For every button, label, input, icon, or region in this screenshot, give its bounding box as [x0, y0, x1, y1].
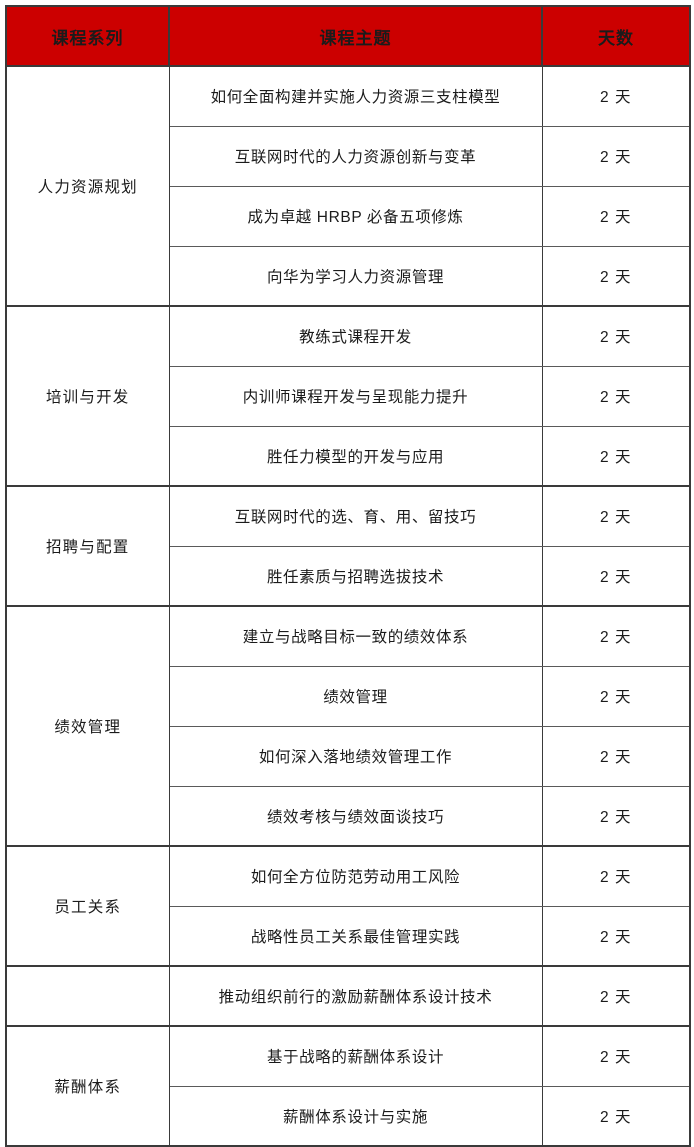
- course-series-cell: 绩效管理: [5, 605, 170, 847]
- course-series-cell: 招聘与配置: [5, 485, 170, 607]
- course-days-cell: 2 天: [541, 305, 691, 367]
- table-row: 薪酬体系 基于战略的薪酬体系设计 2 天: [5, 1025, 691, 1147]
- course-topic-cell: 胜任素质与招聘选拔技术: [168, 545, 543, 607]
- course-topic-cell: 战略性员工关系最佳管理实践: [168, 905, 543, 967]
- course-topic-cell: 绩效管理: [168, 665, 543, 727]
- course-topic-cell: 基于战略的薪酬体系设计: [168, 1025, 543, 1087]
- course-days-cell: 2 天: [541, 965, 691, 1027]
- table-row: 绩效管理 2 天: [6, 665, 691, 727]
- table-row: 内训师课程开发与呈现能力提升 2 天: [6, 365, 691, 427]
- course-topic-cell: 建立与战略目标一致的绩效体系: [168, 605, 543, 667]
- course-days-cell: 2 天: [541, 845, 691, 907]
- table-header-row: 课程系列 课程主题 天数: [5, 5, 691, 67]
- course-days-cell: 2 天: [541, 785, 691, 847]
- course-catalog-table: 课程系列 课程主题 天数 人力资源规划 如何全面构建并实施人力资源三支柱模型 2 天…: [5, 5, 691, 1147]
- course-topic-cell: 互联网时代的选、育、用、留技巧: [168, 485, 543, 547]
- course-series-cell: 培训与开发: [5, 305, 170, 487]
- column-header-topic: 课程主题: [168, 5, 543, 67]
- course-days-cell: 2 天: [541, 485, 691, 547]
- course-topic-cell: 成为卓越 HRBP 必备五项修炼: [168, 185, 543, 247]
- course-days-cell: 2 天: [541, 245, 691, 307]
- table-body: 人力资源规划 如何全面构建并实施人力资源三支柱模型 2 天互联网时代的人力资源创新与…: [5, 65, 691, 1147]
- course-topic-cell: 如何深入落地绩效管理工作: [168, 725, 543, 787]
- course-topic-cell: 向华为学习人力资源管理: [168, 245, 543, 307]
- course-days-cell: 2 天: [541, 185, 691, 247]
- course-days-cell: 2 天: [541, 545, 691, 607]
- course-topic-cell: 绩效考核与绩效面谈技巧: [168, 785, 543, 847]
- table-row: 推动组织前行的激励薪酬体系设计技术 2 天: [5, 965, 691, 1027]
- course-days-cell: 2 天: [541, 425, 691, 487]
- column-header-series: 课程系列: [5, 5, 170, 67]
- table-row: 胜任力模型的开发与应用 2 天: [6, 425, 691, 487]
- course-topic-cell: 如何全面构建并实施人力资源三支柱模型: [168, 65, 543, 127]
- table-row: 向华为学习人力资源管理 2 天: [6, 245, 691, 307]
- course-topic-cell: 胜任力模型的开发与应用: [168, 425, 543, 487]
- column-header-days: 天数: [541, 5, 691, 67]
- table-row: 互联网时代的人力资源创新与变革 2 天: [6, 125, 691, 187]
- table-row: 战略性员工关系最佳管理实践 2 天: [6, 905, 691, 967]
- table-header: 课程系列 课程主题 天数: [5, 5, 691, 67]
- course-days-cell: 2 天: [541, 725, 691, 787]
- course-topic-cell: 如何全方位防范劳动用工风险: [168, 845, 543, 907]
- course-topic-cell: 互联网时代的人力资源创新与变革: [168, 125, 543, 187]
- course-topic-cell: 薪酬体系设计与实施: [168, 1085, 543, 1147]
- table-row: 培训与开发 教练式课程开发 2 天: [5, 305, 691, 487]
- table-row: 人力资源规划 如何全面构建并实施人力资源三支柱模型 2 天: [5, 65, 691, 307]
- course-series-cell: 薪酬体系: [5, 1025, 170, 1147]
- course-days-cell: 2 天: [541, 1025, 691, 1087]
- table-row: 绩效管理 建立与战略目标一致的绩效体系 2 天: [5, 605, 691, 847]
- course-topic-cell: 内训师课程开发与呈现能力提升: [168, 365, 543, 427]
- course-topic-cell: 推动组织前行的激励薪酬体系设计技术: [168, 965, 543, 1027]
- course-days-cell: 2 天: [541, 905, 691, 967]
- course-topic-cell: 教练式课程开发: [168, 305, 543, 367]
- course-days-cell: 2 天: [541, 1085, 691, 1147]
- course-days-cell: 2 天: [541, 125, 691, 187]
- table-row: 招聘与配置 互联网时代的选、育、用、留技巧 2 天: [5, 485, 691, 607]
- table-row: 如何深入落地绩效管理工作 2 天: [6, 725, 691, 787]
- course-days-cell: 2 天: [541, 605, 691, 667]
- table-row: 胜任素质与招聘选拔技术 2 天: [6, 545, 691, 607]
- course-days-cell: 2 天: [541, 365, 691, 427]
- course-series-cell: 员工关系: [5, 845, 170, 967]
- course-series-cell: 人力资源规划: [5, 65, 170, 307]
- table-row: 员工关系 如何全方位防范劳动用工风险 2 天: [5, 845, 691, 967]
- course-days-cell: 2 天: [541, 65, 691, 127]
- course-series-cell: [5, 965, 170, 1027]
- table-row: 绩效考核与绩效面谈技巧 2 天: [6, 785, 691, 847]
- table-row: 薪酬体系设计与实施 2 天: [6, 1085, 691, 1147]
- course-days-cell: 2 天: [541, 665, 691, 727]
- table-row: 成为卓越 HRBP 必备五项修炼 2 天: [6, 185, 691, 247]
